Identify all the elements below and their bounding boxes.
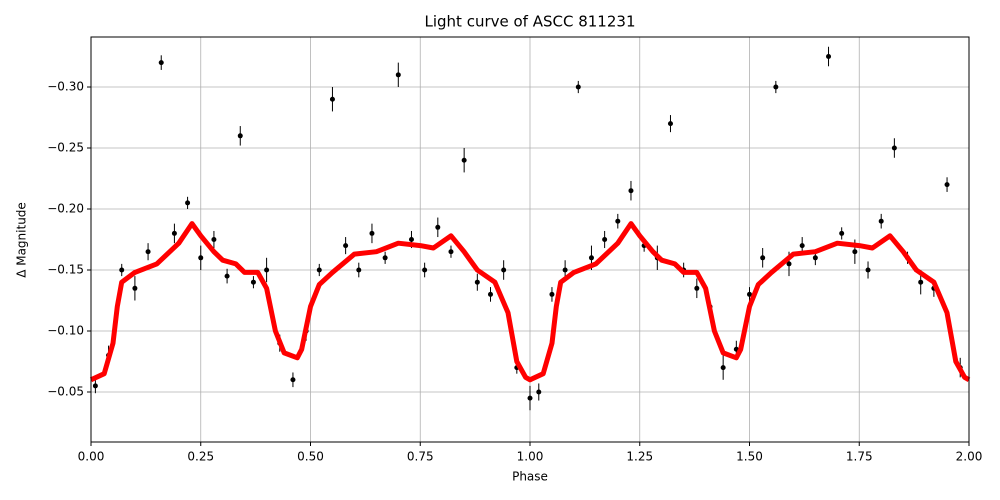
data-point xyxy=(435,224,441,230)
x-tick-label: 1.25 xyxy=(626,450,653,464)
data-point xyxy=(250,279,256,285)
data-point xyxy=(224,273,230,279)
data-point xyxy=(185,200,191,206)
data-point xyxy=(487,291,493,297)
data-point xyxy=(786,261,792,267)
data-point xyxy=(549,291,555,297)
data-point xyxy=(562,267,568,273)
data-point xyxy=(878,218,884,224)
data-point xyxy=(527,395,533,401)
data-point xyxy=(158,60,164,66)
smoothed-curve xyxy=(89,221,971,383)
data-point xyxy=(316,267,322,273)
data-point xyxy=(891,145,897,151)
y-tick-label: −0.15 xyxy=(47,262,84,276)
data-point xyxy=(369,230,375,236)
data-point xyxy=(382,255,388,261)
y-tick-label: −0.25 xyxy=(47,141,84,155)
data-point xyxy=(119,267,125,273)
x-tick-label: 1.50 xyxy=(736,450,763,464)
data-point xyxy=(944,182,950,188)
data-point xyxy=(356,267,362,273)
data-point xyxy=(747,291,752,297)
data-point xyxy=(198,255,204,261)
x-axis-label: Phase xyxy=(512,470,548,484)
data-point xyxy=(237,133,243,139)
data-point xyxy=(575,84,581,90)
data-point xyxy=(474,279,480,285)
data-point xyxy=(329,96,335,102)
x-tick-label: 1.75 xyxy=(846,450,873,464)
data-point xyxy=(408,237,414,242)
data-point xyxy=(461,157,467,163)
x-tick-label: 0.00 xyxy=(78,450,105,464)
data-point xyxy=(171,230,177,236)
y-tick-label: −0.05 xyxy=(47,384,84,398)
data-point xyxy=(812,255,818,261)
chart-title: Light curve of ASCC 811231 xyxy=(425,13,636,31)
x-tick-label: 0.75 xyxy=(407,450,434,464)
data-point xyxy=(422,267,428,273)
data-point xyxy=(760,255,766,261)
x-tick-label: 0.50 xyxy=(297,450,324,464)
data-point xyxy=(145,249,151,255)
y-axis-label: Δ Magnitude xyxy=(15,202,29,278)
x-tick-label: 2.00 xyxy=(956,450,983,464)
data-point xyxy=(536,389,542,395)
data-point xyxy=(852,249,858,255)
data-point xyxy=(290,377,296,383)
data-point xyxy=(865,267,871,273)
data-point xyxy=(448,249,454,255)
data-point xyxy=(211,237,217,242)
data-point xyxy=(132,285,138,291)
data-point xyxy=(628,188,634,194)
data-point xyxy=(694,285,700,291)
y-tick-label: −0.10 xyxy=(47,323,84,337)
data-point xyxy=(615,218,621,224)
data-point xyxy=(826,54,832,60)
data-point xyxy=(667,121,673,127)
data-point xyxy=(720,365,726,371)
data-point xyxy=(343,243,349,249)
y-tick-label: −0.20 xyxy=(47,202,84,216)
y-tick-label: −0.30 xyxy=(47,80,84,94)
data-point xyxy=(395,72,401,78)
data-point xyxy=(588,255,594,261)
data-point xyxy=(264,267,270,273)
data-point xyxy=(799,243,805,249)
data-point xyxy=(773,84,779,90)
data-point xyxy=(602,237,608,242)
data-point xyxy=(92,383,98,389)
data-point xyxy=(501,267,507,273)
x-tick-label: 0.25 xyxy=(187,450,214,464)
x-tick-label: 1.00 xyxy=(517,450,544,464)
plot-frame xyxy=(90,36,970,443)
data-point xyxy=(839,230,845,236)
data-point xyxy=(918,279,924,285)
